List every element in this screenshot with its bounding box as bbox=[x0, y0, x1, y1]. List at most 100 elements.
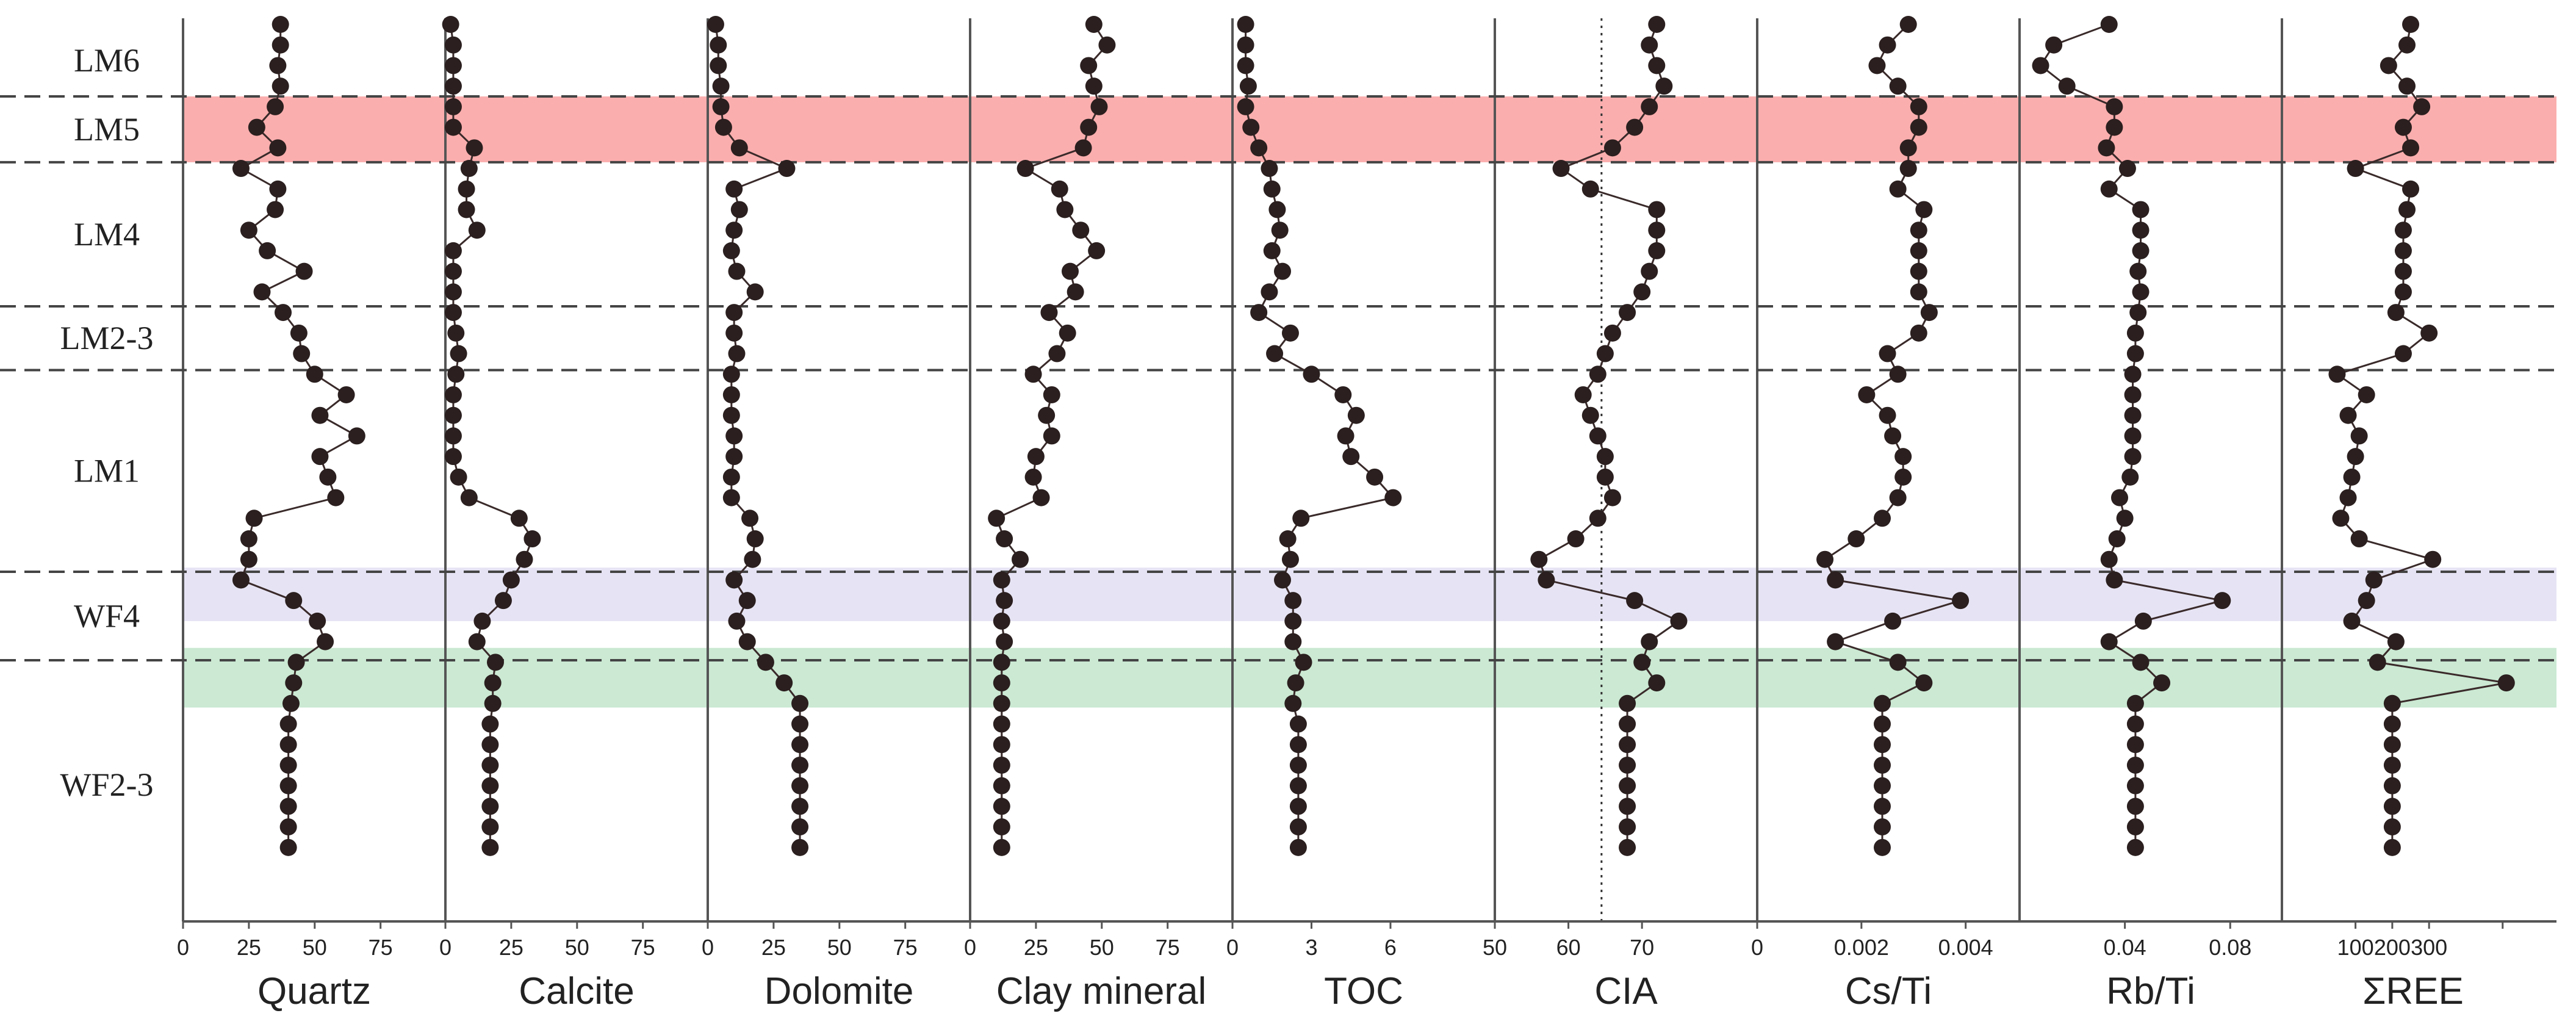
data-point bbox=[1910, 98, 1927, 115]
data-point bbox=[1056, 201, 1074, 218]
data-point bbox=[2129, 262, 2147, 280]
panel-title-cs-ti: Cs/Ti bbox=[1845, 970, 1932, 1012]
data-point bbox=[1920, 304, 1938, 322]
data-point bbox=[1080, 118, 1098, 136]
data-point bbox=[1648, 201, 1666, 218]
data-point bbox=[481, 777, 499, 794]
data-point bbox=[728, 262, 746, 280]
data-point bbox=[460, 160, 478, 178]
data-point bbox=[1043, 386, 1060, 403]
series-calcite bbox=[442, 16, 541, 856]
data-point bbox=[279, 756, 297, 774]
data-point bbox=[2100, 550, 2118, 568]
data-point bbox=[993, 654, 1010, 671]
data-point bbox=[447, 366, 465, 383]
data-point bbox=[1874, 510, 1891, 527]
data-point bbox=[1289, 818, 1307, 836]
panel-title-quartz: Quartz bbox=[257, 970, 371, 1012]
data-point bbox=[2214, 592, 2231, 610]
data-point bbox=[993, 818, 1010, 836]
data-point bbox=[791, 715, 809, 733]
data-point bbox=[1090, 98, 1108, 115]
data-point bbox=[1889, 180, 1907, 198]
data-point bbox=[712, 98, 730, 115]
zone-label-lm2-3: LM2-3 bbox=[60, 320, 154, 356]
data-point bbox=[245, 510, 263, 527]
data-point bbox=[2387, 633, 2405, 650]
zone-label-wf4: WF4 bbox=[74, 597, 140, 634]
data-point bbox=[444, 283, 462, 301]
tick-label: 50 bbox=[827, 935, 852, 960]
tick-label: 0 bbox=[702, 935, 714, 960]
data-point bbox=[1281, 550, 1299, 568]
data-point bbox=[757, 654, 774, 671]
data-point bbox=[1237, 36, 1254, 54]
data-point bbox=[1085, 77, 1103, 95]
data-point bbox=[2132, 654, 2150, 671]
data-point bbox=[2383, 736, 2401, 754]
data-point bbox=[2387, 304, 2405, 322]
data-point bbox=[2343, 468, 2361, 486]
data-point bbox=[744, 550, 761, 568]
data-point bbox=[1024, 366, 1042, 383]
data-point bbox=[1874, 736, 1891, 754]
data-point bbox=[1619, 818, 1636, 836]
data-point bbox=[319, 468, 337, 486]
data-point bbox=[1250, 304, 1268, 322]
data-point bbox=[1366, 468, 1384, 486]
data-point bbox=[2383, 798, 2401, 815]
panel-title-clay-mineral: Clay mineral bbox=[996, 970, 1207, 1012]
data-point bbox=[468, 222, 486, 239]
data-point bbox=[309, 612, 326, 630]
data-point bbox=[1043, 427, 1060, 445]
data-point bbox=[444, 36, 462, 54]
data-point bbox=[2383, 694, 2401, 712]
data-point bbox=[1915, 674, 1933, 692]
data-point bbox=[327, 489, 345, 506]
data-point bbox=[1567, 530, 1585, 548]
data-point bbox=[2108, 530, 2126, 548]
data-point bbox=[1289, 777, 1307, 794]
data-point bbox=[269, 57, 287, 74]
data-point bbox=[1655, 77, 1673, 95]
data-point bbox=[2398, 77, 2416, 95]
data-point bbox=[791, 694, 809, 712]
data-point bbox=[1641, 36, 1658, 54]
data-point bbox=[1287, 674, 1304, 692]
data-point bbox=[269, 180, 287, 198]
data-point bbox=[791, 756, 809, 774]
data-point bbox=[1342, 448, 1360, 466]
data-point bbox=[1910, 242, 1927, 259]
tick-label: 75 bbox=[369, 935, 393, 960]
data-point bbox=[2394, 222, 2412, 239]
data-point bbox=[2328, 366, 2346, 383]
data-point bbox=[1239, 77, 1257, 95]
data-point bbox=[444, 448, 462, 466]
data-point bbox=[1263, 180, 1281, 198]
data-point bbox=[714, 118, 732, 136]
data-point bbox=[1067, 283, 1084, 301]
tick-label: 25 bbox=[499, 935, 523, 960]
data-point bbox=[1281, 324, 1299, 342]
series-rb-ti bbox=[2032, 16, 2231, 856]
data-point bbox=[1289, 756, 1307, 774]
data-point bbox=[730, 201, 748, 218]
data-point bbox=[1619, 798, 1636, 815]
data-point bbox=[2111, 489, 2128, 506]
data-point bbox=[1250, 139, 1268, 157]
data-point bbox=[487, 654, 504, 671]
data-point bbox=[1303, 366, 1320, 383]
data-point bbox=[444, 57, 462, 74]
data-point bbox=[1899, 139, 1917, 157]
data-point bbox=[993, 715, 1010, 733]
data-point bbox=[710, 36, 727, 54]
data-point bbox=[2124, 366, 2142, 383]
data-point bbox=[2124, 386, 2142, 403]
tick-label: 300 bbox=[2411, 935, 2447, 960]
data-point bbox=[2413, 98, 2431, 115]
tick-label: 75 bbox=[893, 935, 918, 960]
data-point bbox=[2100, 16, 2118, 33]
data-point bbox=[2032, 57, 2049, 74]
data-point bbox=[1633, 654, 1651, 671]
data-point bbox=[2124, 427, 2142, 445]
